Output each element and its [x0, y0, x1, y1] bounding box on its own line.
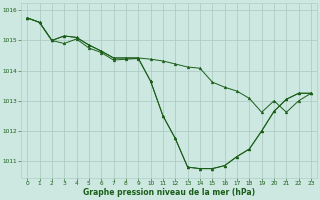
- X-axis label: Graphe pression niveau de la mer (hPa): Graphe pression niveau de la mer (hPa): [83, 188, 255, 197]
